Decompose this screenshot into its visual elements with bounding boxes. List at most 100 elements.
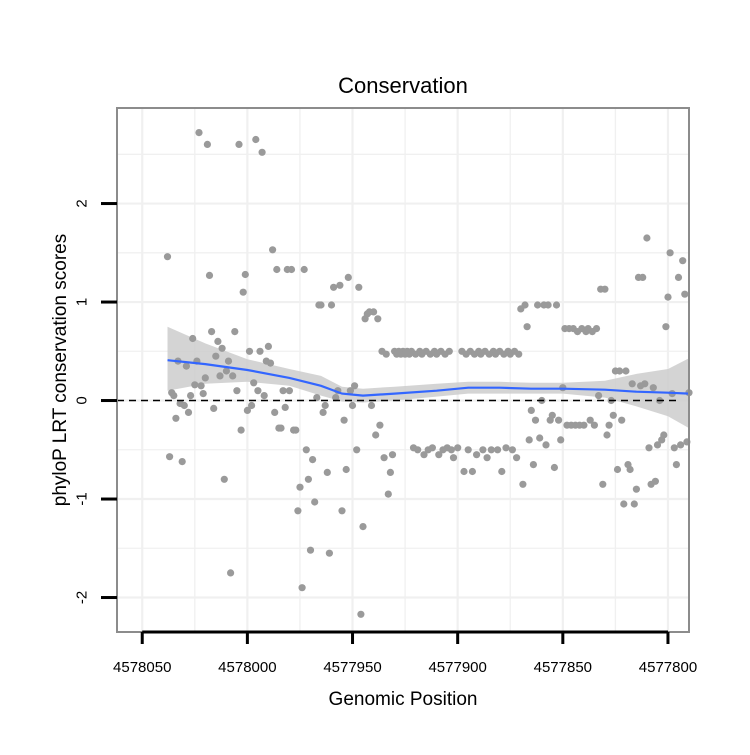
data-point xyxy=(252,135,260,144)
data-point xyxy=(277,424,285,432)
data-point xyxy=(239,288,247,296)
data-point xyxy=(260,392,268,400)
data-point xyxy=(590,421,599,429)
data-point xyxy=(468,467,476,476)
data-point xyxy=(679,257,687,265)
data-point xyxy=(632,485,641,493)
data-point xyxy=(273,265,281,274)
data-point xyxy=(271,408,279,416)
data-point xyxy=(508,446,516,454)
data-point xyxy=(435,451,443,459)
data-point xyxy=(601,285,609,293)
data-point xyxy=(348,401,357,410)
data-point xyxy=(664,293,672,301)
data-point xyxy=(626,465,634,474)
data-point xyxy=(555,416,563,424)
data-point xyxy=(605,421,613,429)
data-point xyxy=(323,468,331,476)
data-point xyxy=(327,301,336,309)
data-point xyxy=(338,507,346,515)
data-point xyxy=(250,379,258,387)
data-point xyxy=(464,446,472,454)
data-point xyxy=(340,416,348,424)
data-point xyxy=(630,500,638,508)
data-point xyxy=(199,390,207,398)
smooth-line xyxy=(167,359,690,397)
data-point xyxy=(330,283,338,291)
data-point xyxy=(414,446,422,454)
data-point xyxy=(586,416,594,424)
data-point xyxy=(298,584,306,592)
data-point xyxy=(313,394,321,402)
data-point xyxy=(628,380,636,388)
x-tick-label: 4577800 xyxy=(639,659,697,676)
data-point xyxy=(527,406,535,414)
data-point xyxy=(542,441,550,449)
y-tick-label: -1 xyxy=(74,492,91,505)
data-point xyxy=(304,475,312,483)
data-point xyxy=(380,454,388,462)
data-point xyxy=(319,408,327,416)
data-point xyxy=(229,372,237,380)
data-point xyxy=(269,246,277,254)
data-point xyxy=(187,392,195,400)
data-point xyxy=(321,401,329,410)
data-point xyxy=(189,334,197,343)
y-tick-label: -2 xyxy=(74,591,91,604)
data-point xyxy=(645,444,653,452)
data-point xyxy=(519,480,527,488)
data-point xyxy=(550,463,559,472)
data-point xyxy=(674,273,683,281)
data-point xyxy=(294,507,302,515)
data-point xyxy=(641,380,649,388)
data-point xyxy=(300,265,308,274)
data-point xyxy=(386,468,394,476)
data-point xyxy=(342,465,350,474)
data-point xyxy=(353,446,361,454)
data-point xyxy=(191,381,199,389)
data-point xyxy=(237,426,245,434)
x-tick-label: 4577850 xyxy=(534,659,592,676)
data-point xyxy=(266,359,275,367)
data-point xyxy=(201,374,209,382)
data-point xyxy=(382,350,390,358)
data-point xyxy=(479,446,487,454)
data-point xyxy=(374,315,382,323)
data-point xyxy=(670,444,678,452)
data-point xyxy=(163,253,172,261)
data-point xyxy=(677,441,685,449)
data-point xyxy=(292,426,300,434)
data-point xyxy=(170,392,178,400)
data-point xyxy=(309,456,317,464)
data-point xyxy=(447,446,455,454)
data-point xyxy=(376,421,384,429)
data-point xyxy=(264,342,272,350)
data-point xyxy=(643,234,651,242)
data-point xyxy=(370,308,378,316)
data-point xyxy=(534,301,542,309)
data-point xyxy=(599,480,607,488)
data-point xyxy=(498,467,506,476)
y-tick-label: 2 xyxy=(74,199,91,207)
data-point xyxy=(595,392,603,400)
data-point xyxy=(651,477,660,485)
data-point xyxy=(531,416,540,424)
data-point xyxy=(216,372,224,380)
data-point xyxy=(248,401,256,410)
data-point xyxy=(241,270,249,279)
data-point xyxy=(296,483,304,491)
data-point xyxy=(332,394,340,402)
data-point xyxy=(178,458,186,466)
data-point xyxy=(622,367,630,375)
data-point xyxy=(172,414,180,422)
data-point xyxy=(233,387,241,395)
data-point xyxy=(351,382,359,390)
data-point xyxy=(220,475,228,483)
data-point xyxy=(494,446,502,454)
data-point xyxy=(592,325,601,333)
data-point xyxy=(515,350,523,358)
data-point xyxy=(639,273,647,281)
data-point xyxy=(445,347,453,355)
data-point xyxy=(620,500,628,508)
